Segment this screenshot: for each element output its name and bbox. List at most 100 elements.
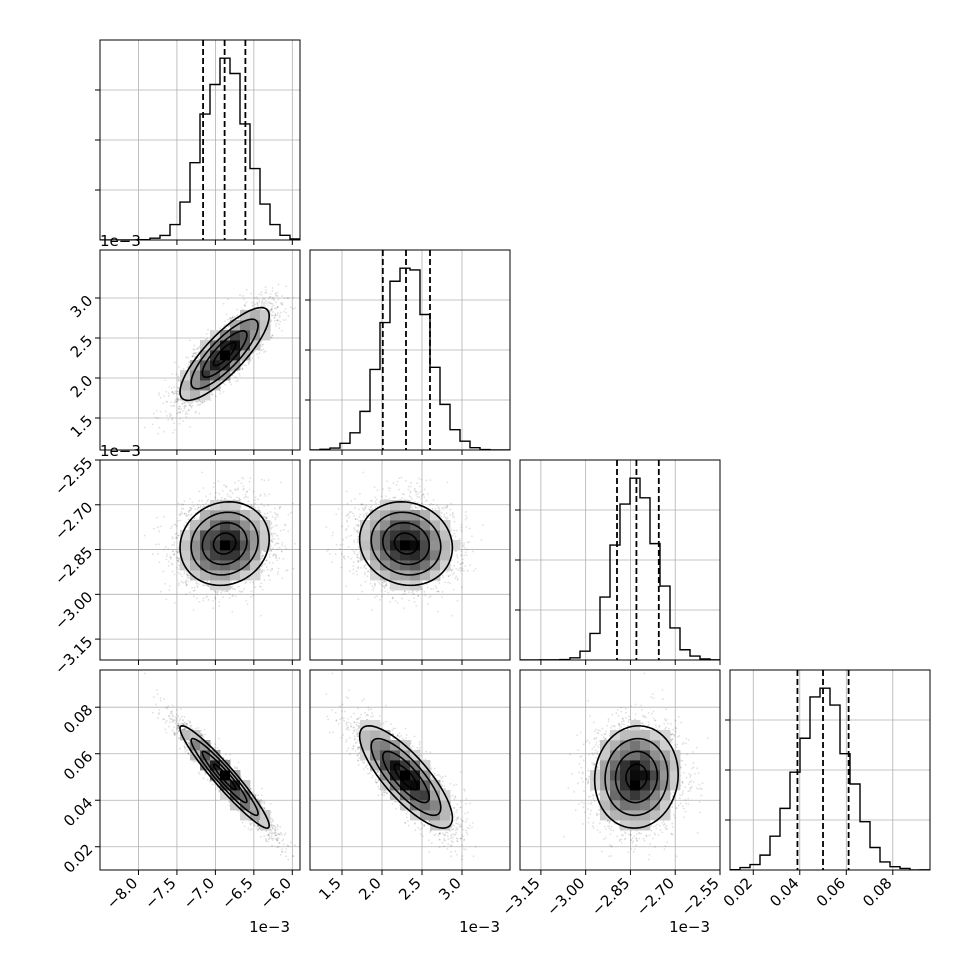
scatter-point: [243, 303, 246, 306]
scatter-point: [262, 348, 265, 351]
scatter-point: [170, 556, 173, 559]
scatter-point: [263, 304, 266, 307]
scatter-point: [171, 390, 174, 393]
scatter-point: [225, 313, 228, 316]
scatter-point: [233, 316, 236, 319]
scatter-point: [243, 304, 246, 307]
scatter-point: [212, 607, 215, 610]
scatter-point: [173, 386, 176, 389]
scatter-point: [255, 296, 258, 299]
scatter-point: [191, 400, 194, 403]
scatter-point: [272, 296, 274, 299]
density-cell: [220, 340, 231, 351]
scatter-point: [280, 329, 283, 332]
scatter-point: [261, 345, 263, 348]
scatter-point: [195, 582, 198, 585]
scatter-point: [197, 347, 199, 350]
scatter-point: [228, 380, 231, 383]
scatter-point: [263, 298, 266, 300]
scatter-point: [276, 319, 279, 322]
scatter-point: [258, 352, 261, 355]
scatter-point: [254, 502, 257, 505]
scatter-point: [271, 516, 274, 518]
scatter-point: [279, 311, 282, 314]
scatter-point: [280, 303, 283, 306]
density-cell: [220, 360, 231, 371]
scatter-point: [256, 303, 259, 306]
density-cell: [220, 370, 231, 381]
scatter-point: [222, 390, 225, 393]
scatter-point: [282, 319, 285, 321]
scatter-point: [257, 498, 259, 501]
scatter-point: [281, 295, 284, 297]
scatter-point: [258, 301, 261, 304]
scatter-point: [231, 370, 234, 373]
scatter-point: [270, 319, 272, 321]
scatter-point: [155, 409, 158, 412]
scatter-point: [256, 304, 259, 307]
scatter-point: [197, 404, 199, 407]
scatter-point: [180, 408, 183, 411]
scatter-point: [169, 414, 172, 416]
density-cell: [230, 360, 241, 371]
scatter-point: [265, 292, 268, 294]
scatter-point: [175, 392, 178, 395]
scatter-point: [189, 404, 191, 407]
scatter-point: [278, 314, 281, 317]
scatter-point: [272, 311, 274, 313]
scatter-point: [245, 288, 248, 291]
scatter-point: [177, 398, 180, 400]
scatter-point: [263, 579, 266, 582]
scatter-point: [285, 569, 288, 572]
scatter-point: [270, 320, 273, 323]
scatter-point: [171, 418, 174, 421]
scatter-point: [271, 567, 274, 570]
scatter-point: [262, 343, 265, 346]
scatter-point: [171, 391, 174, 394]
scatter-point: [273, 553, 276, 556]
scatter-point: [158, 394, 161, 396]
density-cell: [210, 340, 221, 351]
scatter-point: [177, 393, 180, 395]
scatter-point: [178, 366, 180, 368]
scatter-point: [193, 355, 196, 358]
scatter-point: [271, 306, 273, 309]
scatter-point: [257, 356, 260, 359]
scatter-point: [267, 304, 270, 307]
scatter-point: [183, 402, 186, 404]
scatter-point: [196, 586, 199, 588]
scatter-point: [163, 430, 165, 433]
scatter-point: [179, 417, 182, 420]
scatter-point: [192, 352, 195, 355]
scatter-point: [177, 386, 179, 389]
scatter-point: [275, 307, 277, 310]
scatter-point: [256, 302, 259, 305]
scatter-point: [197, 356, 200, 359]
scatter-point: [211, 393, 214, 396]
scatter-point: [176, 396, 179, 399]
scatter-point: [185, 584, 188, 587]
y-offset-text: 1e−3: [100, 232, 141, 250]
scatter-point: [248, 361, 251, 364]
scatter-point: [195, 352, 198, 354]
histogram-0: [100, 57, 300, 240]
scatter-point: [219, 389, 221, 392]
scatter-point: [193, 344, 196, 347]
scatter-point: [228, 597, 231, 600]
density-cell: [200, 370, 211, 381]
scatter-point: [271, 297, 274, 300]
scatter-point: [176, 398, 179, 401]
scatter-point: [281, 303, 284, 306]
scatter-point: [254, 303, 256, 306]
scatter-point: [271, 540, 274, 543]
scatter-point: [270, 302, 273, 305]
scatter-point: [272, 298, 275, 301]
scatter-point: [191, 402, 193, 405]
scatter-point: [253, 350, 256, 353]
scatter-point: [270, 336, 273, 339]
scatter-panel-1-0: 1.52.02.53.01e−3: [67, 232, 301, 455]
scatter-point: [174, 400, 177, 403]
scatter-point: [253, 306, 256, 309]
scatter-point: [169, 405, 172, 407]
scatter-point: [194, 410, 197, 413]
